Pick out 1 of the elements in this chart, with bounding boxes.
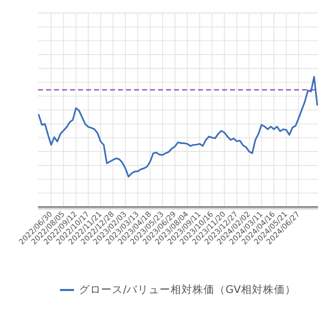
legend: グロース/バリュー相対株価（GV相対株価） xyxy=(60,284,296,296)
